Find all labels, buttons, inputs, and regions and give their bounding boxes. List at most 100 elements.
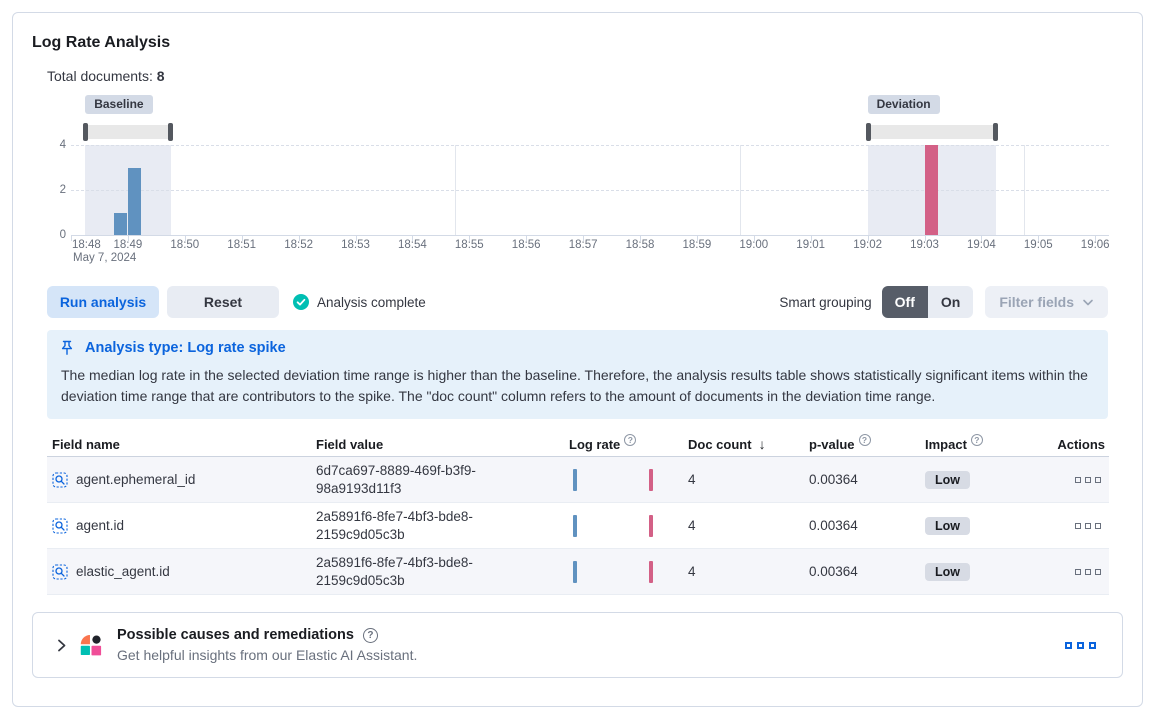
field-name-cell: elastic_agent.id [47, 564, 316, 580]
x-axis-tick-label: 19:05 [1023, 239, 1053, 251]
doc-count-cell: 4 [688, 518, 696, 534]
mini-deviation-bar [649, 560, 653, 583]
deviation-brush[interactable] [867, 125, 996, 139]
x-axis-tick-label: 18:55 [454, 239, 484, 251]
field-value-cell: 6d7ca697-8889-469f-b3f9-98a9193d11f3 [316, 463, 476, 496]
expand-accordion-button[interactable] [53, 637, 70, 654]
baseline-brush[interactable] [85, 125, 171, 139]
mini-baseline-bar [573, 514, 577, 537]
help-icon[interactable]: ? [362, 627, 378, 643]
impact-badge: Low [925, 562, 970, 581]
deviation-badge: Deviation [867, 95, 940, 114]
smart-grouping-on-button[interactable]: On [927, 286, 974, 318]
table-row: elastic_agent.id 2a5891f6-8fe7-4bf3-bde8-… [47, 549, 1109, 596]
x-axis-tick-label: 19:02 [853, 239, 882, 251]
x-gridline [455, 145, 456, 235]
total-documents-value: 8 [156, 68, 165, 84]
field-filter-icon[interactable] [52, 471, 68, 488]
field-filter-icon[interactable] [52, 564, 68, 580]
baseline-brush-right-handle[interactable] [167, 123, 173, 141]
x-axis-tick-label: 18:48 [72, 239, 101, 251]
x-axis-date-label: May 7, 2024 [73, 252, 137, 264]
p-value-cell: 0.00364 [809, 472, 858, 488]
x-axis-tick-label: 19:01 [796, 239, 826, 251]
x-tick [71, 235, 72, 241]
reset-button[interactable]: Reset [167, 286, 279, 318]
possible-causes-title: Possible causes and remediations [117, 627, 354, 644]
x-axis-tick-label: 19:04 [967, 239, 996, 251]
row-actions-button[interactable] [1017, 522, 1109, 529]
x-tick [696, 235, 698, 241]
deviation-brush-left-handle[interactable] [865, 123, 871, 141]
x-tick [412, 235, 414, 241]
x-axis-tick-label: 19:00 [739, 239, 769, 251]
panel-actions-button[interactable] [1065, 641, 1096, 649]
table-row: agent.id 2a5891f6-8fe7-4bf3-bde8-2159c9d0… [47, 503, 1109, 550]
total-documents: Total documents: 8 [47, 68, 165, 84]
filter-fields-button[interactable]: Filter fields [985, 286, 1108, 318]
column-header-p-value: p-value? [809, 434, 925, 452]
run-analysis-button[interactable]: Run analysis [47, 286, 159, 318]
x-gridline [740, 145, 741, 235]
field-name: agent.ephemeral_id [76, 472, 196, 488]
column-header-field-name: Field name [52, 436, 120, 452]
y-axis-label: 0 [59, 229, 66, 241]
info-icon: ? [970, 434, 983, 446]
x-axis-line [71, 235, 1109, 236]
impact-cell: Low [925, 516, 1017, 535]
x-tick [184, 235, 186, 241]
x-axis-tick-label: 18:58 [625, 239, 655, 251]
results-table: Field name Field value Log rate? Doc count ↓… [47, 432, 1109, 596]
callout-body: The median log rate in the selected devi… [61, 367, 1088, 404]
toolbar: Run analysis Reset Analysis complete Sma… [47, 286, 1108, 318]
baseline-bar [127, 167, 141, 235]
p-value-cell: 0.00364 [809, 518, 858, 534]
field-name-cell: agent.ephemeral_id [47, 471, 316, 488]
x-axis-tick-label: 18:54 [398, 239, 427, 251]
elastic-ai-assistant-icon [80, 635, 102, 656]
y-axis-label: 2 [59, 184, 66, 196]
x-tick [469, 235, 471, 241]
possible-causes-panel: Possible causes and remediations ? Get h… [32, 612, 1123, 679]
field-name-cell: agent.id [47, 518, 316, 534]
analysis-status: Analysis complete [293, 294, 426, 310]
table-row: agent.ephemeral_id 6d7ca697-8889-469f-b3f… [47, 457, 1109, 504]
log-rate-analysis-panel: Log Rate Analysis Total documents: 8 Bas… [12, 12, 1143, 707]
x-axis-tick-label: 19:06 [1080, 239, 1110, 251]
row-actions-button[interactable] [1017, 476, 1109, 483]
column-header-actions: Actions [1057, 436, 1105, 452]
deviation-bar [924, 145, 938, 235]
field-filter-icon[interactable] [52, 518, 68, 534]
chevron-down-icon [1083, 299, 1093, 306]
status-label: Analysis complete [317, 294, 426, 310]
field-name: elastic_agent.id [76, 564, 170, 580]
baseline-brush-left-handle[interactable] [83, 123, 89, 141]
x-tick [526, 235, 528, 241]
impact-cell: Low [925, 562, 1017, 581]
p-value-cell: 0.00364 [809, 564, 858, 580]
x-tick [753, 235, 755, 241]
row-actions-button[interactable] [1017, 568, 1109, 575]
x-tick [298, 235, 300, 241]
x-tick [583, 235, 585, 241]
x-tick [1038, 235, 1040, 241]
x-tick [1095, 235, 1097, 241]
x-axis-tick-label: 18:52 [284, 239, 313, 251]
deviation-brush-right-handle[interactable] [992, 123, 998, 141]
smart-grouping-off-button[interactable]: Off [881, 286, 928, 318]
field-name: agent.id [76, 518, 125, 534]
x-axis-tick-label: 18:59 [682, 239, 712, 251]
x-axis-tick-label: 18:50 [170, 239, 200, 251]
x-tick [981, 235, 983, 241]
column-header-field-value: Field value [316, 436, 384, 452]
x-axis-tick-label: 18:51 [227, 239, 257, 251]
x-axis-tick-label: 18:57 [568, 239, 598, 251]
column-header-doc-count[interactable]: Doc count ↓ [688, 436, 766, 452]
x-tick [640, 235, 641, 241]
field-value-cell: 2a5891f6-8fe7-4bf3-bde8-2159c9d05c3b [316, 555, 473, 588]
page-title: Log Rate Analysis [32, 34, 171, 51]
check-circle-icon [293, 294, 309, 310]
x-tick [127, 235, 129, 241]
field-value-cell: 2a5891f6-8fe7-4bf3-bde8-2159c9d05c3b [316, 509, 473, 542]
callout-title: Analysis type: Log rate spike [85, 340, 286, 356]
